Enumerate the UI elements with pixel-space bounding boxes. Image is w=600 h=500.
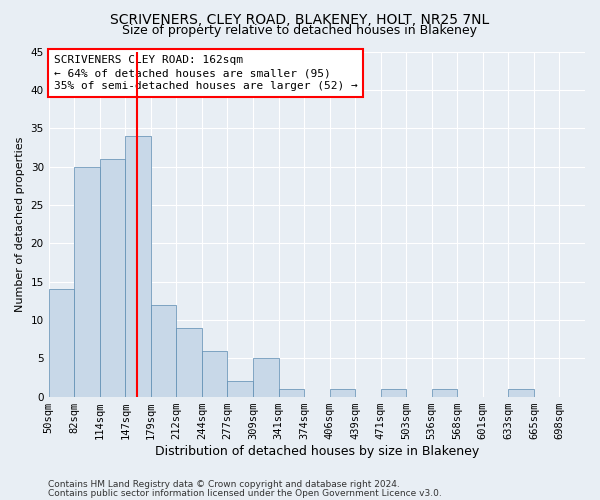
Y-axis label: Number of detached properties: Number of detached properties — [15, 136, 25, 312]
Bar — [74, 166, 100, 396]
Bar — [253, 358, 278, 397]
Bar — [151, 304, 176, 396]
Text: Contains HM Land Registry data © Crown copyright and database right 2024.: Contains HM Land Registry data © Crown c… — [48, 480, 400, 489]
Bar — [380, 389, 406, 396]
Text: Size of property relative to detached houses in Blakeney: Size of property relative to detached ho… — [122, 24, 478, 37]
Bar — [329, 389, 355, 396]
Text: SCRIVENERS CLEY ROAD: 162sqm
← 64% of detached houses are smaller (95)
35% of se: SCRIVENERS CLEY ROAD: 162sqm ← 64% of de… — [54, 55, 358, 92]
Bar — [202, 350, 227, 397]
X-axis label: Distribution of detached houses by size in Blakeney: Distribution of detached houses by size … — [155, 444, 479, 458]
Text: SCRIVENERS, CLEY ROAD, BLAKENEY, HOLT, NR25 7NL: SCRIVENERS, CLEY ROAD, BLAKENEY, HOLT, N… — [110, 12, 490, 26]
Bar — [176, 328, 202, 396]
Bar — [432, 389, 457, 396]
Bar — [100, 159, 125, 396]
Bar — [227, 381, 253, 396]
Bar — [125, 136, 151, 396]
Text: Contains public sector information licensed under the Open Government Licence v3: Contains public sector information licen… — [48, 488, 442, 498]
Bar — [49, 289, 74, 397]
Bar — [278, 389, 304, 396]
Bar — [508, 389, 534, 396]
